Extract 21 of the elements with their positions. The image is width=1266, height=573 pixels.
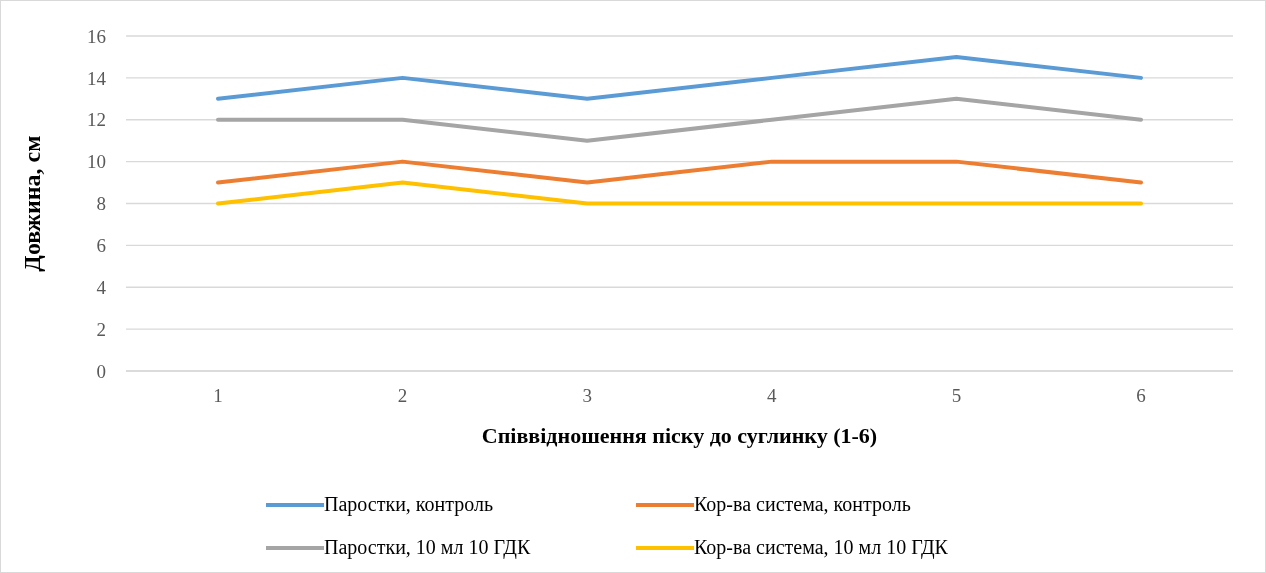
y-tick-label: 2 [96,318,106,340]
x-tick-label: 4 [767,385,778,407]
y-tick-label: 14 [87,67,107,89]
x-tick-label: 6 [1136,385,1146,407]
x-tick-label: 3 [582,385,592,407]
y-tick-label: 16 [87,25,106,47]
x-tick-label: 2 [397,385,408,407]
legend-label: Кор-ва система, контроль [694,493,911,516]
y-tick-label: 10 [87,151,106,173]
x-axis-title: Співвідношення піску до суглинку (1-6) [481,423,878,448]
y-tick-label: 4 [96,276,107,298]
y-tick-label: 12 [87,109,106,131]
legend-label: Паростки, 10 мл 10 ГДК [324,536,531,559]
y-tick-label: 6 [96,235,106,257]
x-tick-label: 1 [213,385,223,407]
y-axis-title: Довжина, см [18,135,45,272]
legend-label: Паростки, контроль [324,493,494,516]
x-tick-label: 5 [951,385,962,407]
y-tick-label: 8 [96,193,106,215]
y-tick-label: 0 [96,360,106,382]
legend-label: Кор-ва система, 10 мл 10 ГДК [694,536,948,559]
